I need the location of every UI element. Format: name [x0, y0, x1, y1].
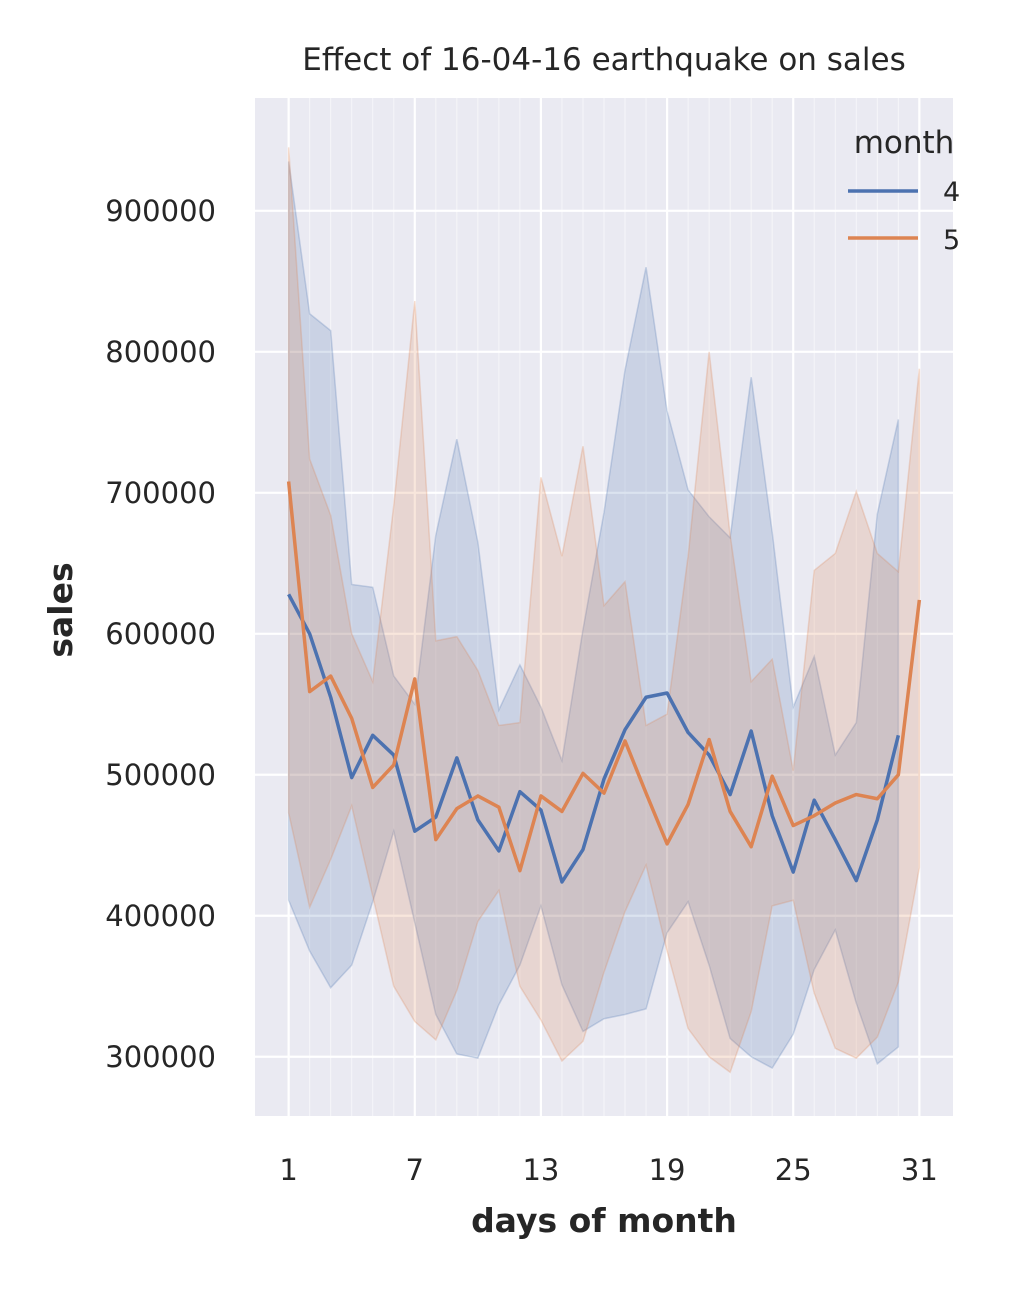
y-tick-label: 300000 — [105, 1040, 216, 1074]
y-tick-label: 700000 — [105, 476, 216, 510]
legend-title: month — [854, 125, 955, 161]
x-tick-label: 13 — [522, 1153, 559, 1187]
legend-label-5: 5 — [943, 225, 960, 256]
grid — [255, 98, 953, 1116]
y-tick-label: 400000 — [105, 899, 216, 933]
y-tick-label: 600000 — [105, 617, 216, 651]
legend: month 4 5 — [848, 125, 960, 256]
x-tick-label: 1 — [279, 1153, 297, 1187]
x-tick-label: 19 — [649, 1153, 686, 1187]
y-tick-label: 800000 — [105, 335, 216, 369]
x-axis-label: days of month — [471, 1201, 737, 1240]
x-tick-label: 25 — [775, 1153, 812, 1187]
series-line-4 — [287, 593, 901, 884]
tick-labels: 1 7 13 19 25 31 300000 400000 500000 600000 700000… — [105, 194, 938, 1187]
y-tick-label: 500000 — [105, 758, 216, 792]
y-tick-label: 900000 — [105, 194, 216, 228]
y-axis-label: sales — [41, 562, 80, 657]
series-lines — [286, 481, 922, 884]
confidence-band-5 — [287, 147, 921, 1074]
x-tick-label: 31 — [901, 1153, 938, 1187]
chart-title: Effect of 16-04-16 earthquake on sales — [302, 42, 906, 78]
confidence-bands — [287, 147, 921, 1074]
confidence-band-4 — [287, 161, 900, 1070]
series-line-5 — [286, 481, 922, 873]
x-tick-label: 7 — [406, 1153, 424, 1187]
legend-label-4: 4 — [943, 177, 960, 208]
